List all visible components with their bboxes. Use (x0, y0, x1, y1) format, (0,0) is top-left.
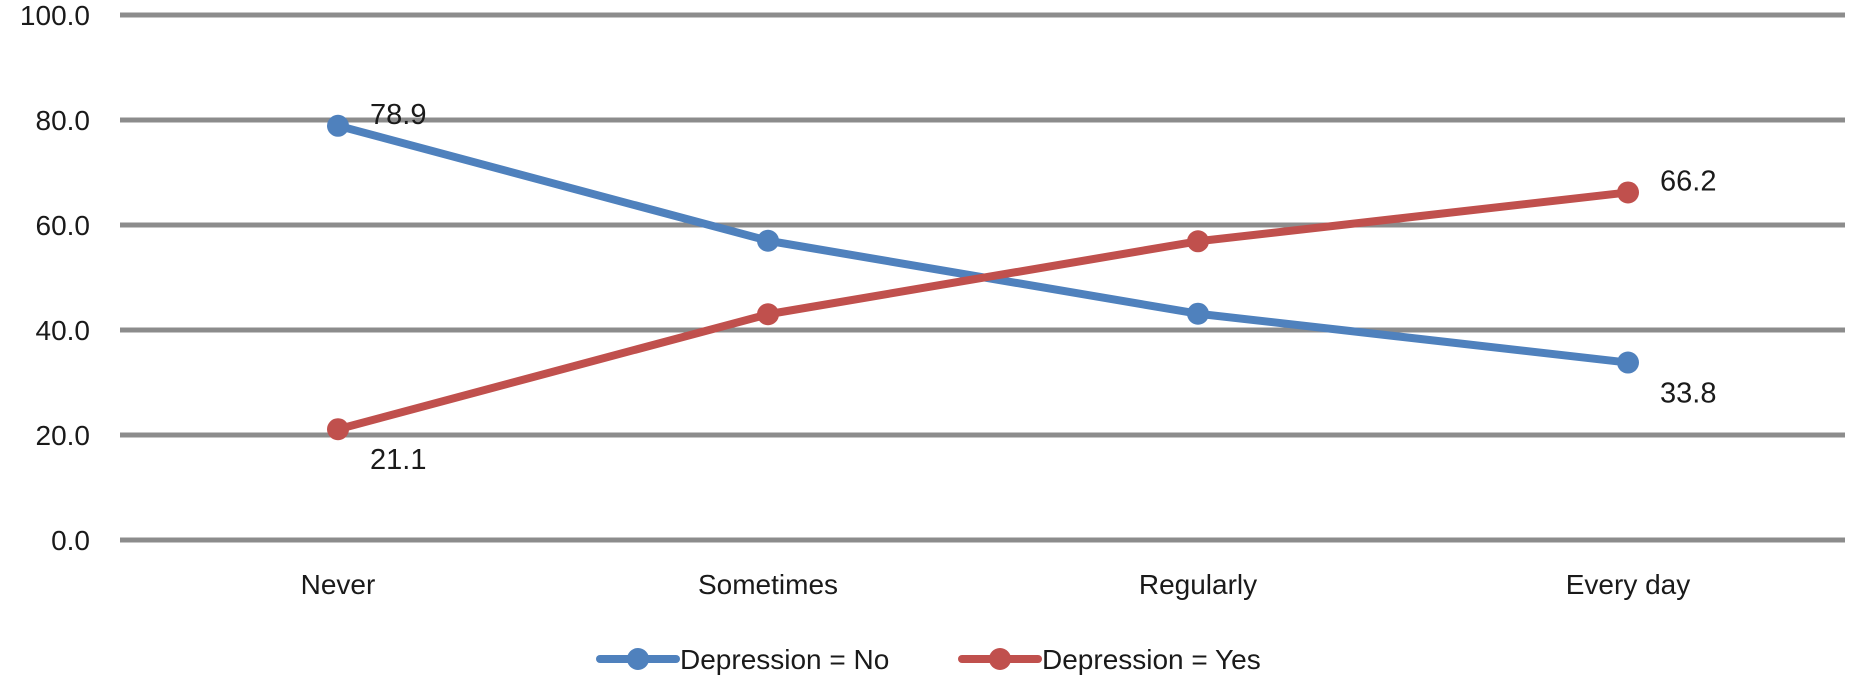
y-tick-label: 40.0 (36, 315, 91, 346)
y-tick-label: 0.0 (51, 525, 90, 556)
y-tick-label: 20.0 (36, 420, 91, 451)
x-tick-label: Sometimes (698, 569, 838, 600)
data-point (1617, 181, 1639, 204)
data-label: 66.2 (1660, 165, 1716, 197)
x-tick-label: Regularly (1139, 569, 1257, 600)
series-depression-yes (327, 181, 1639, 441)
x-axis-tick-labels: Never Sometimes Regularly Every day (301, 569, 1691, 600)
y-axis-tick-labels: 0.0 20.0 40.0 60.0 80.0 100.0 (20, 0, 90, 556)
data-point (327, 114, 349, 137)
legend-label: Depression = No (680, 644, 889, 675)
gridlines (120, 12, 1845, 543)
data-point (1187, 302, 1209, 325)
x-tick-label: Never (301, 569, 376, 600)
legend-swatch-marker (627, 648, 649, 670)
series-line (334, 121, 1632, 367)
data-label: 33.8 (1660, 378, 1716, 410)
legend: Depression = No Depression = Yes (596, 644, 1261, 675)
legend-label: Depression = Yes (1042, 644, 1261, 675)
y-tick-label: 60.0 (36, 210, 91, 241)
legend-item: Depression = No (596, 644, 889, 675)
data-label: 78.9 (370, 99, 426, 131)
y-tick-label: 80.0 (36, 105, 91, 136)
data-point (757, 303, 779, 326)
legend-swatch-marker (989, 648, 1011, 670)
data-point (757, 229, 779, 252)
data-point (1617, 351, 1639, 374)
legend-item: Depression = Yes (958, 644, 1261, 675)
series-layer (327, 114, 1639, 441)
data-labels: 78.9 33.8 21.1 66.2 (370, 99, 1716, 476)
x-tick-label: Every day (1566, 569, 1691, 600)
y-tick-label: 100.0 (20, 0, 90, 31)
series-line (334, 188, 1632, 434)
data-point (327, 418, 349, 441)
data-point (1187, 230, 1209, 253)
series-depression-no (327, 114, 1639, 374)
data-label: 21.1 (370, 444, 426, 476)
